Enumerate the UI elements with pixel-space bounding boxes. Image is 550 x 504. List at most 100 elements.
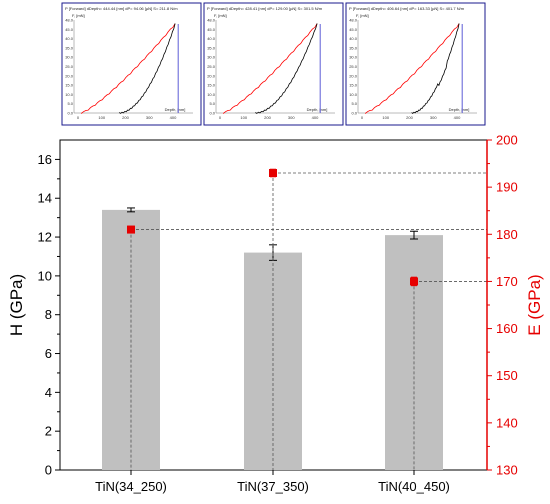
modulus-point — [127, 225, 135, 234]
inset-ytick-label: 20.0 — [349, 73, 358, 78]
left-axis-tick-label: 12 — [38, 230, 52, 245]
right-axis-tick-label: 150 — [496, 368, 518, 383]
inset-ytick-label: 25.0 — [349, 64, 358, 69]
inset-header: P [Forward] dDepth= 428.41 [nm] dP= 129.… — [207, 6, 323, 11]
modulus-points-layer — [127, 168, 418, 287]
inset-ytick-label: 35.0 — [349, 45, 358, 50]
left-axis-title: H (GPa) — [7, 274, 26, 336]
inset-xtick-label: 0 — [361, 115, 364, 120]
inset-ytick-label: 15.0 — [207, 83, 216, 88]
inset-loading-curve — [222, 23, 318, 114]
right-axis: 130 140 150 160 170 180 190 200 — [486, 133, 518, 478]
left-axis-tick-label: 14 — [38, 191, 52, 206]
inset-header: P [Forward] dDepth= 406.64 [nm] dP= 163.… — [349, 6, 465, 11]
inset-panel: P [Forward] dDepth= 428.41 [nm] dP= 129.… — [203, 2, 344, 126]
inset-xlabel: Depth, [nm] — [307, 107, 328, 112]
inset-xtick-label: 300 — [288, 115, 295, 120]
right-axis-tick-label: 180 — [496, 227, 518, 242]
inset-ytick-label: 30.0 — [65, 55, 74, 60]
left-axis: 0 2 4 6 8 10 12 14 16 — [38, 152, 60, 478]
inset-xtick-label: 200 — [264, 115, 271, 120]
inset-ylabel: F, [mN] — [214, 13, 227, 18]
inset-panel: P [Forward] dDepth= 444.44 [nm] dP= 94.0… — [61, 2, 202, 126]
inset-ytick-label: 10.0 — [65, 92, 74, 97]
right-axis-tick-label: 160 — [496, 321, 518, 336]
inset-ytick-label: 5.0 — [351, 101, 357, 106]
inset-xtick-label: 200 — [406, 115, 413, 120]
inset-ytick-label: 30.0 — [207, 55, 216, 60]
x-axis-tick-label: TiN(37_350) — [237, 479, 309, 494]
inset-ytick-label: 48.0 — [65, 18, 74, 23]
inset-ylabel: F, [mN] — [356, 13, 369, 18]
modulus-point — [269, 169, 277, 177]
inset-xtick-label: 100 — [382, 115, 389, 120]
inset-panels: P [Forward] dDepth= 444.44 [nm] dP= 94.0… — [61, 2, 486, 126]
inset-ytick-label: 45.0 — [349, 27, 358, 32]
left-axis-tick-label: 0 — [45, 463, 52, 478]
inset-xtick-label: 100 — [240, 115, 247, 120]
inset-ytick-label: 25.0 — [65, 64, 74, 69]
inset-xtick-label: 400 — [170, 115, 177, 120]
inset-ytick-label: 15.0 — [349, 83, 358, 88]
right-axis-title: E (GPa) — [525, 274, 544, 335]
x-axis: TiN(34_250) TiN(37_350) TiN(40_450) — [95, 470, 450, 494]
inset-xtick-label: 0 — [77, 115, 80, 120]
inset-ytick-label: 45.0 — [65, 27, 74, 32]
x-axis-tick-label: TiN(40_450) — [378, 479, 450, 494]
right-axis-tick-label: 200 — [496, 133, 518, 148]
modulus-point — [410, 277, 418, 286]
inset-ytick-label: 48.0 — [207, 18, 216, 23]
hardness-modulus-chart: 0 2 4 6 8 10 12 14 16 130 140 150 160 170 180 190 200 T… — [7, 133, 544, 495]
inset-xtick-label: 200 — [122, 115, 129, 120]
left-axis-tick-label: 10 — [38, 268, 52, 283]
right-axis-tick-label: 170 — [496, 274, 518, 289]
guide-lines-layer — [130, 172, 487, 470]
inset-ytick-label: 48.0 — [349, 18, 358, 23]
inset-ytick-label: 25.0 — [207, 64, 216, 69]
inset-ytick-label: 0.0 — [67, 111, 73, 116]
inset-xtick-label: 300 — [146, 115, 153, 120]
right-axis-tick-label: 190 — [496, 180, 518, 195]
errorbar-layer — [127, 207, 418, 261]
inset-ytick-label: 0.0 — [209, 111, 215, 116]
inset-panel: P [Forward] dDepth= 406.64 [nm] dP= 163.… — [345, 2, 486, 126]
inset-xtick-label: 0 — [219, 115, 222, 120]
inset-ytick-label: 20.0 — [65, 73, 74, 78]
right-axis-tick-label: 130 — [496, 463, 518, 478]
inset-ytick-label: 15.0 — [65, 83, 74, 88]
inset-xtick-label: 400 — [454, 115, 461, 120]
inset-ytick-label: 30.0 — [349, 55, 358, 60]
inset-ytick-label: 10.0 — [207, 92, 216, 97]
left-axis-tick-label: 16 — [38, 152, 52, 167]
inset-ytick-label: 40.0 — [349, 36, 358, 41]
inset-header: P [Forward] dDepth= 444.44 [nm] dP= 94.0… — [65, 6, 178, 11]
inset-unloading-curve — [118, 23, 176, 114]
left-axis-tick-label: 6 — [45, 346, 52, 361]
x-axis-tick-label: TiN(34_250) — [95, 479, 167, 494]
inset-ytick-label: 40.0 — [65, 36, 74, 41]
inset-loading-curve — [80, 23, 176, 114]
inset-xlabel: Depth, [nm] — [449, 107, 470, 112]
inset-xlabel: Depth, [nm] — [165, 107, 186, 112]
inset-unloading-curve — [255, 23, 318, 114]
inset-ytick-label: 10.0 — [349, 92, 358, 97]
inset-ytick-label: 0.0 — [351, 111, 357, 116]
inset-ytick-label: 5.0 — [209, 101, 215, 106]
right-axis-tick-label: 140 — [496, 415, 518, 430]
inset-ytick-label: 45.0 — [207, 27, 216, 32]
inset-unloading-curve — [411, 23, 460, 114]
inset-xtick-label: 300 — [430, 115, 437, 120]
inset-ytick-label: 5.0 — [67, 101, 73, 106]
inset-ytick-label: 40.0 — [207, 36, 216, 41]
inset-ytick-label: 20.0 — [207, 73, 216, 78]
left-axis-tick-label: 2 — [45, 424, 52, 439]
inset-xtick-label: 100 — [98, 115, 105, 120]
left-axis-tick-label: 8 — [45, 307, 52, 322]
inset-ytick-label: 35.0 — [207, 45, 216, 50]
left-axis-tick-label: 4 — [45, 385, 52, 400]
inset-loading-curve — [364, 23, 460, 114]
inset-xtick-label: 400 — [312, 115, 319, 120]
inset-ytick-label: 35.0 — [65, 45, 74, 50]
inset-ylabel: F, [mN] — [72, 13, 85, 18]
